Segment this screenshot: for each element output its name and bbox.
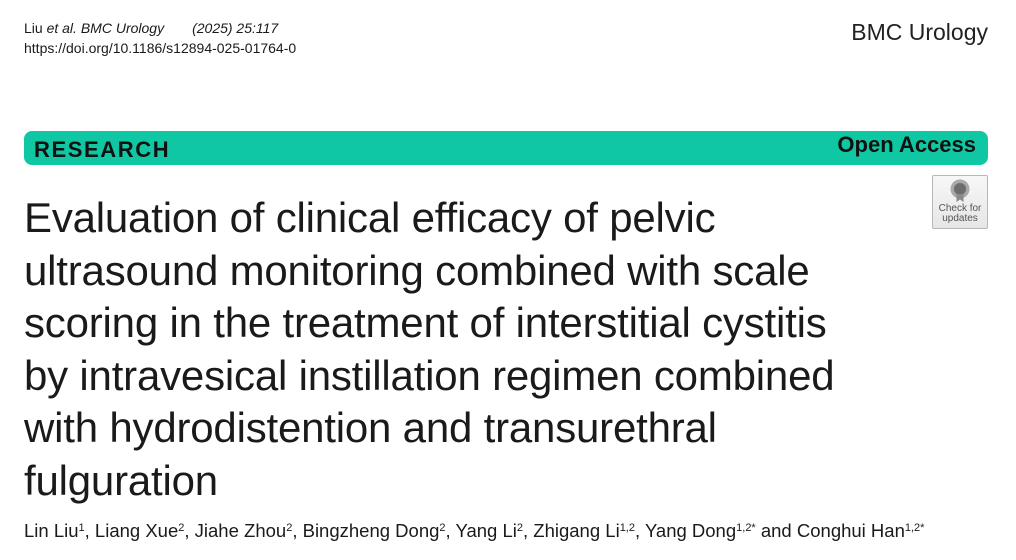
citation-line: Liu et al. BMC Urology (2025) 25:117 bbox=[24, 18, 296, 38]
author-name[interactable]: Yang Dong1,2* bbox=[644, 520, 756, 541]
affiliation-marker: 2 bbox=[439, 522, 446, 534]
open-access-label: Open Access bbox=[837, 132, 976, 157]
title-line: fulguration bbox=[24, 456, 218, 504]
citation-et-al: et al. bbox=[46, 20, 77, 36]
badge-line-2: updates bbox=[942, 213, 978, 224]
title-line: scoring in the treatment of interstitial… bbox=[24, 299, 827, 346]
author-name[interactable]: Zhigang Li1,2 bbox=[533, 520, 635, 541]
article-type-label: RESEARCH bbox=[34, 137, 171, 162]
author-name[interactable]: Bingzheng Dong2 bbox=[302, 520, 446, 541]
check-for-updates-button[interactable]: Check for updates bbox=[932, 175, 988, 229]
article-type-bar: RESEARCH Open Access bbox=[24, 131, 988, 165]
affiliation-marker: 2 bbox=[516, 522, 523, 534]
author-name[interactable]: Yang Li2 bbox=[455, 520, 524, 541]
author-name[interactable]: Liang Xue2 bbox=[94, 520, 185, 541]
citation-journal: BMC Urology bbox=[80, 20, 165, 36]
author-list: Lin Liu1, Liang Xue2, Jiahe Zhou2, Bingz… bbox=[24, 518, 924, 544]
affiliation-marker: 1,2* bbox=[904, 522, 925, 534]
check-for-updates-text: Check for updates bbox=[933, 204, 987, 224]
author-separator: , bbox=[184, 520, 195, 541]
author-separator: , bbox=[523, 520, 534, 541]
author-separator: , bbox=[445, 520, 456, 541]
citation-header: Liu et al. BMC Urology (2025) 25:117 htt… bbox=[24, 18, 296, 58]
affiliation-marker: 2 bbox=[178, 522, 185, 534]
author-separator: , bbox=[292, 520, 303, 541]
affiliation-marker: 2 bbox=[286, 522, 293, 534]
title-line: Evaluation of clinical efficacy of pelvi… bbox=[24, 194, 716, 241]
affiliation-marker: 1 bbox=[78, 522, 85, 534]
author-name[interactable]: Lin Liu1 bbox=[24, 520, 85, 541]
check-for-updates-icon bbox=[950, 179, 970, 202]
doi-link[interactable]: https://doi.org/10.1186/s12894-025-01764… bbox=[24, 40, 297, 56]
author-separator: , bbox=[634, 520, 645, 541]
affiliation-marker: 1,2 bbox=[619, 522, 635, 534]
title-line: by intravesical instillation regimen com… bbox=[24, 351, 835, 399]
badge-line-1: Check for bbox=[938, 203, 982, 214]
article-title: Evaluation of clinical efficacy of pelvi… bbox=[24, 192, 934, 507]
author-name[interactable]: Conghui Han1,2* bbox=[796, 520, 925, 541]
title-line: ultrasound monitoring combined with scal… bbox=[24, 246, 810, 294]
citation-year-volume: (2025) 25:117 bbox=[192, 20, 279, 36]
author-separator: , bbox=[84, 520, 95, 541]
journal-name: BMC Urology bbox=[851, 19, 988, 45]
title-line: with hydrodistention and transurethral bbox=[24, 404, 717, 451]
citation-author: Liu bbox=[24, 20, 43, 36]
author-separator: and bbox=[755, 520, 797, 541]
affiliation-marker: 1,2* bbox=[736, 522, 756, 534]
author-name[interactable]: Jiahe Zhou2 bbox=[194, 520, 293, 541]
